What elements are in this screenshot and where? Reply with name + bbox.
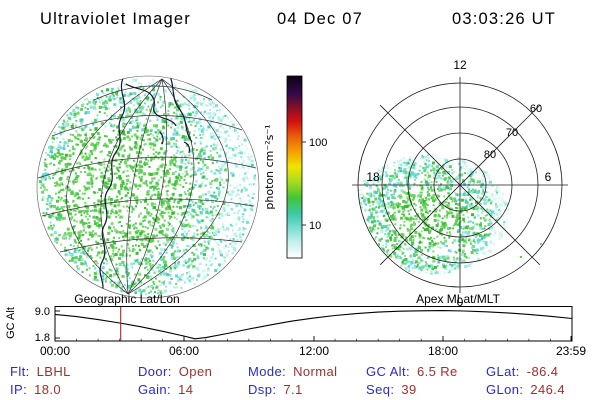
apex-grid: [352, 77, 568, 293]
status-gain: Gain: 14: [138, 382, 193, 397]
altitude-curve: [54, 310, 573, 340]
geo-caption: Geographic Lat/Lon: [74, 292, 179, 306]
status-mode: Mode: Normal: [248, 364, 337, 379]
geo-grid: [37, 78, 257, 295]
status-glat: GLat: -86.4: [486, 364, 558, 379]
status-ip: IP: 18.0: [10, 382, 61, 397]
status-panel: Flt: LBHL Door: Open Mode: Normal GC Alt: 6.…: [10, 364, 565, 397]
x-tick-0600: 06:00: [169, 344, 199, 358]
status-gcalt: GC Alt: 6.5 Re: [366, 364, 458, 379]
globe-limb: [36, 75, 260, 299]
apex-emission-speckles: [359, 153, 542, 275]
mlt-label-0: 0: [457, 295, 464, 309]
mlat-ring-label-80: 80: [484, 149, 496, 161]
status-flt: Flt: LBHL: [10, 364, 71, 379]
colorbar-gradient: [286, 75, 303, 259]
app-title: Ultraviolet Imager: [40, 10, 191, 28]
coastlines: [99, 76, 193, 293]
x-tick-2359: 23:59: [556, 344, 586, 358]
x-tick-0000: 00:00: [40, 344, 70, 358]
geographic-plot: [36, 75, 260, 299]
status-seq: Seq: 39: [366, 382, 417, 397]
time-label: 03:03:26 UT: [452, 10, 556, 28]
x-tick-1200: 12:00: [299, 344, 329, 358]
date-label: 04 Dec 07: [277, 10, 363, 28]
mlt-label-6: 6: [545, 170, 552, 184]
x-tick-1800: 18:00: [428, 344, 458, 358]
strip-y-axis-title: GC Alt: [5, 307, 17, 339]
mlt-label-12: 12: [453, 58, 467, 72]
colorbar-tick-label-100: 100: [309, 137, 327, 149]
mlat-ring-label-60: 60: [530, 103, 542, 115]
strip-chart-major-ticks: [54, 310, 572, 341]
colorbar: 100 10 photon cm⁻²s⁻¹: [263, 75, 327, 259]
status-door: Door: Open: [138, 364, 212, 379]
colorbar-tick-label-10: 10: [309, 220, 321, 232]
status-glon: GLon: 246.4: [486, 382, 565, 397]
mlat-ring-label-70: 70: [506, 127, 518, 139]
altitude-strip-chart: GC Alt 9.0 1.8 00:00 06:00 12:00 18:00 2…: [5, 306, 586, 358]
colorbar-units-label: photon cm⁻²s⁻¹: [263, 124, 276, 209]
mlt-label-18: 18: [366, 170, 380, 184]
apex-caption: Apex MLat/MLT: [416, 292, 500, 306]
strip-chart-minor-ticks: [76, 338, 551, 341]
y-tick-1-8: 1.8: [35, 332, 50, 344]
y-tick-9: 9.0: [35, 306, 50, 318]
strip-chart-frame: [54, 306, 573, 342]
apex-plot: 12 18 6 0 80 70 60: [352, 58, 568, 309]
status-dsp: Dsp: 7.1: [248, 382, 303, 397]
geo-emission-speckles: [39, 78, 258, 295]
